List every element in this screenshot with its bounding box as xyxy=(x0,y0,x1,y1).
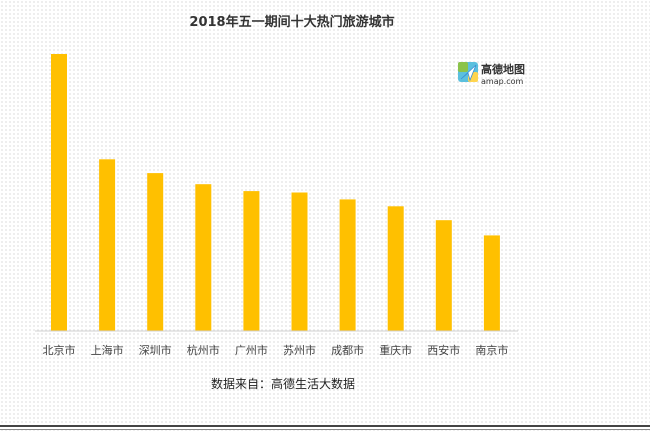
bottom-border xyxy=(0,425,650,427)
x-tick-labels: 北京市 上海市 深圳市 杭州市 广州市 苏州市 成都市 重庆市 西安市 南京市 xyxy=(43,343,509,357)
bar-5 xyxy=(291,192,308,331)
bar-0 xyxy=(51,54,67,331)
x-tick-label: 深圳市 xyxy=(139,343,172,357)
x-tick-label: 上海市 xyxy=(91,343,124,357)
bar-7 xyxy=(387,206,404,331)
x-tick-label: 广州市 xyxy=(235,343,268,357)
bottom-border-thin xyxy=(0,429,650,430)
chart-title: 2018年五一期间十大热门旅游城市 xyxy=(189,14,394,30)
amap-logo-icon xyxy=(458,62,478,82)
amap-logo-name: 高德地图 xyxy=(481,62,525,76)
x-tick-label: 南京市 xyxy=(475,343,508,357)
x-tick-label: 西安市 xyxy=(427,343,460,357)
bar-8 xyxy=(435,220,452,331)
x-tick-label: 苏州市 xyxy=(283,343,316,357)
amap-logo: 高德地图 amap.com xyxy=(458,62,525,86)
amap-logo-url: amap.com xyxy=(481,77,524,86)
bar-6 xyxy=(339,199,356,331)
bar-3 xyxy=(195,184,212,331)
bar-1 xyxy=(99,159,116,331)
bars xyxy=(51,54,500,331)
bar-4 xyxy=(243,191,260,331)
x-tick-label: 重庆市 xyxy=(379,343,412,357)
bar-9 xyxy=(483,235,500,331)
x-tick-label: 北京市 xyxy=(43,343,76,357)
bar-2 xyxy=(147,173,164,331)
x-tick-label: 杭州市 xyxy=(187,343,220,357)
data-source-note: 数据来自：高德生活大数据 xyxy=(211,376,355,391)
x-tick-label: 成都市 xyxy=(331,343,364,357)
